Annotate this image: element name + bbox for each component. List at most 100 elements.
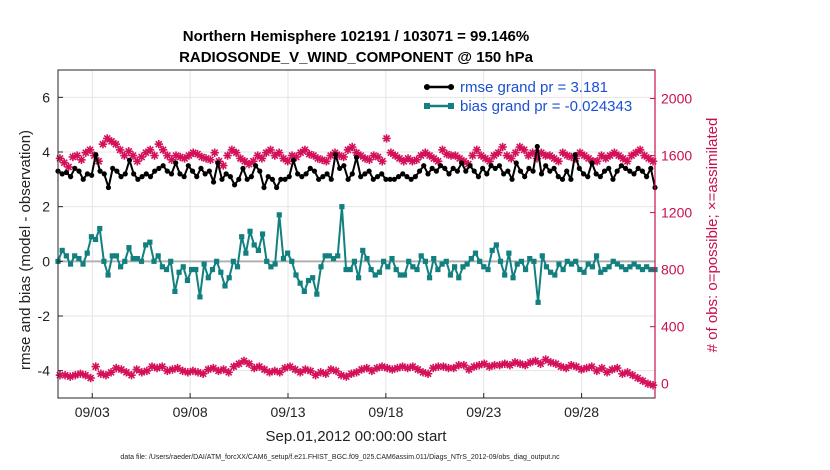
bias-point xyxy=(84,250,90,256)
obs-marker xyxy=(274,148,284,157)
bias-point xyxy=(322,253,328,259)
obs-marker xyxy=(449,363,458,373)
bias-point xyxy=(251,242,257,248)
obs-marker xyxy=(551,359,561,368)
rmse-point xyxy=(517,168,524,174)
bias-point xyxy=(556,261,562,267)
bias-point xyxy=(255,247,261,253)
rmse-point xyxy=(303,171,309,177)
obs-marker xyxy=(618,154,628,163)
rmse-point xyxy=(97,168,103,174)
x-tick-label: 09/03 xyxy=(75,404,110,420)
rmse-point xyxy=(606,165,612,171)
bias-point xyxy=(143,242,149,248)
rmse-point xyxy=(408,176,414,182)
rmse-point xyxy=(547,168,553,174)
rmse-point xyxy=(206,168,212,174)
bias-point xyxy=(381,258,387,264)
rmse-point xyxy=(370,176,376,182)
rmse-point xyxy=(442,165,448,171)
bias-point xyxy=(606,264,612,270)
obs-marker xyxy=(408,157,417,166)
obs-marker xyxy=(511,148,520,157)
rmse-point xyxy=(597,174,603,180)
rmse-point xyxy=(496,163,503,169)
y2-tick-label: 800 xyxy=(661,262,685,278)
rmse-point xyxy=(316,176,322,182)
bias-point xyxy=(443,258,449,264)
y2-tick-label: 400 xyxy=(661,319,685,335)
bias-point xyxy=(481,264,487,270)
rmse-point xyxy=(543,163,549,169)
rmse-point xyxy=(589,160,595,166)
rmse-point xyxy=(341,163,347,169)
obs-marker xyxy=(378,157,387,166)
bias-point xyxy=(560,266,566,273)
obs-marker xyxy=(296,148,305,157)
y2-tick-label: 1600 xyxy=(661,148,692,164)
rmse-point xyxy=(227,174,233,180)
bias-point xyxy=(176,269,182,275)
obs-marker xyxy=(602,368,612,377)
rmse-point xyxy=(110,165,116,171)
obs-marker xyxy=(423,369,433,378)
rmse-point xyxy=(555,174,561,180)
obs-marker xyxy=(531,356,540,366)
rmse-point xyxy=(93,152,99,158)
bias-point xyxy=(639,266,646,273)
bias-point xyxy=(422,258,428,264)
bias-point xyxy=(431,256,437,262)
rmse-point xyxy=(526,165,532,171)
y-tick-label: 0 xyxy=(42,253,50,269)
obs-marker xyxy=(428,363,438,373)
rmse-point xyxy=(639,168,645,174)
bias-point xyxy=(619,264,625,270)
bias-point xyxy=(502,272,508,278)
bias-point xyxy=(393,266,399,273)
obs-marker xyxy=(128,151,138,160)
bias-point xyxy=(631,261,637,267)
rmse-point xyxy=(295,171,301,177)
obs-marker xyxy=(505,361,515,370)
y-tick-label: -2 xyxy=(38,308,51,324)
obs-marker xyxy=(386,148,396,157)
rmse-point xyxy=(282,176,288,182)
rmse-point xyxy=(278,176,284,182)
bias-point xyxy=(193,266,199,273)
bias-point xyxy=(326,253,332,259)
bias-point xyxy=(439,261,445,267)
bias-point xyxy=(531,258,537,264)
rmse-point xyxy=(585,174,591,180)
bias-point xyxy=(510,275,516,281)
bias-point xyxy=(518,258,525,264)
obs-marker xyxy=(489,151,499,160)
obs-marker xyxy=(605,151,615,160)
obs-marker xyxy=(193,149,202,159)
bias-point xyxy=(63,253,69,259)
bias-point xyxy=(314,291,320,297)
rmse-point xyxy=(383,176,389,182)
bias-point xyxy=(456,275,462,281)
bias-point xyxy=(460,264,466,270)
rmse-point xyxy=(450,165,456,171)
obs-marker xyxy=(631,148,641,157)
obs-marker xyxy=(285,362,295,371)
bias-point xyxy=(247,228,253,234)
obs-marker xyxy=(628,370,637,380)
obs-marker xyxy=(549,154,559,163)
obs-marker xyxy=(120,151,129,160)
bias-point xyxy=(293,272,299,278)
rmse-point xyxy=(168,171,175,177)
bias-point xyxy=(347,266,353,273)
rmse-point xyxy=(522,174,528,180)
obs-marker xyxy=(554,157,563,166)
obs-marker xyxy=(597,151,606,160)
rmse-point xyxy=(307,165,313,171)
rmse-point xyxy=(614,168,620,174)
bias-point xyxy=(188,266,195,273)
rmse-point xyxy=(400,171,406,177)
obs-marker xyxy=(280,363,290,373)
obs-marker xyxy=(438,145,447,155)
x-axis-label: Sep.01,2012 00:00:00 start xyxy=(266,428,448,445)
rmse-point xyxy=(421,163,427,169)
